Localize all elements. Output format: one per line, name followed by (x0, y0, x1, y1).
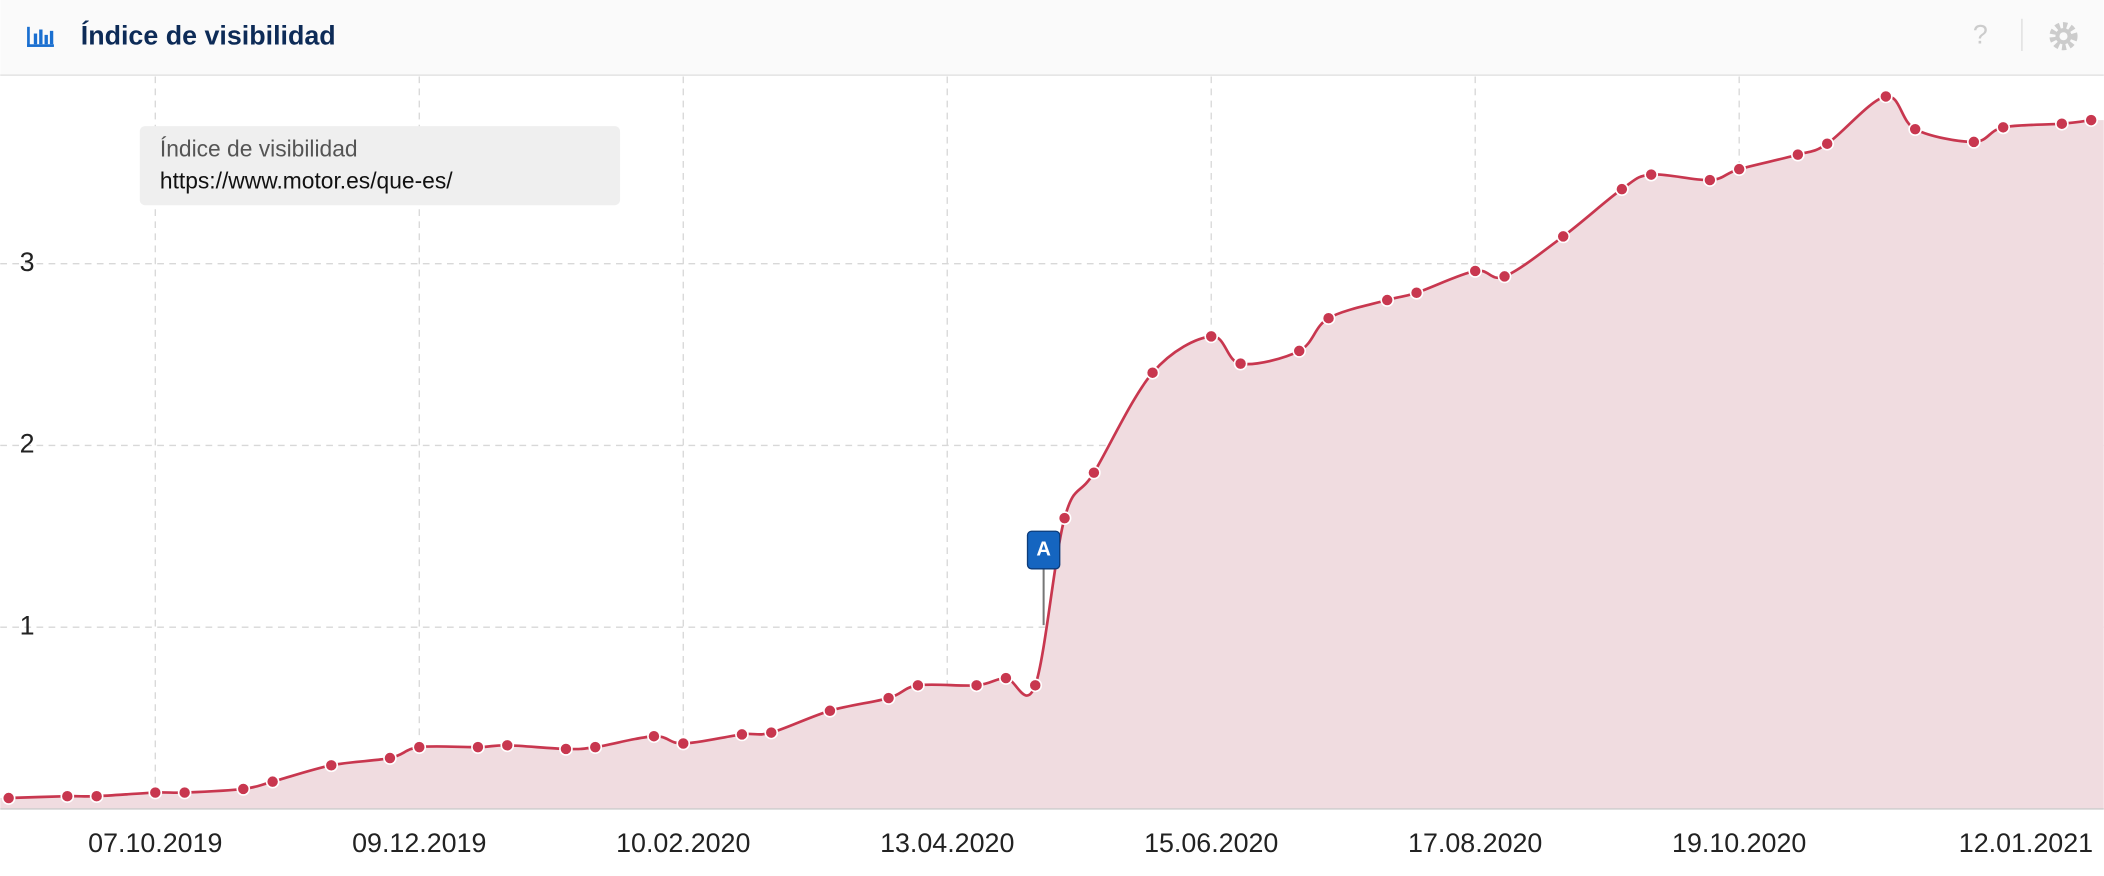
point (1732, 162, 1747, 177)
point (324, 758, 339, 773)
y-tick-label: 2 (20, 429, 35, 459)
chart-icon (27, 26, 54, 47)
point (969, 678, 984, 693)
point (1057, 511, 1072, 525)
y-tick-label: 1 (20, 610, 35, 640)
legend-entry: https://www.motor.es/que-es/ (160, 167, 453, 193)
point (1820, 136, 1835, 151)
x-tick-label: 10.02.2020 (616, 828, 750, 858)
point (2054, 116, 2069, 131)
header-title: Índice de visibilidad (81, 20, 336, 51)
point (1497, 269, 1512, 284)
x-tick-label: 13.04.2020 (880, 828, 1014, 858)
help-button[interactable]: ? (1973, 19, 1988, 49)
point (177, 785, 192, 800)
point (1321, 311, 1336, 326)
point (471, 740, 485, 754)
point (60, 789, 75, 804)
point (412, 740, 427, 754)
annotation-label: A (1036, 538, 1051, 560)
x-tick-label: 07.10.2019 (88, 828, 222, 858)
point (1703, 173, 1717, 187)
point (1966, 135, 1981, 149)
header-bar (0, 0, 2104, 76)
point (1879, 89, 1893, 104)
point (823, 703, 837, 718)
point (881, 691, 896, 705)
x-tick-label: 12.01.2021 (1959, 828, 2093, 858)
point (89, 789, 104, 804)
settings-button[interactable] (2049, 22, 2078, 51)
point (1556, 229, 1571, 244)
point (1908, 122, 1923, 137)
legend-title: Índice de visibilidad (160, 135, 358, 161)
point (265, 774, 280, 789)
point (1791, 147, 1805, 162)
point (1292, 344, 1307, 358)
point (911, 678, 925, 693)
point (383, 751, 397, 765)
point (1145, 365, 1160, 380)
x-tick-label: 19.10.2020 (1672, 828, 1806, 858)
point (764, 725, 779, 740)
point (236, 782, 251, 796)
x-tick-label: 09.12.2019 (352, 828, 486, 858)
point (676, 736, 691, 751)
point (2084, 113, 2099, 127)
point (1028, 678, 1043, 693)
x-tick-label: 15.06.2020 (1144, 828, 1278, 858)
point (1, 791, 16, 805)
point (588, 740, 603, 754)
point (735, 727, 749, 742)
point (1615, 182, 1629, 196)
x-tick-label: 17.08.2020 (1408, 828, 1542, 858)
point (1468, 264, 1483, 278)
point (148, 785, 163, 800)
point (999, 671, 1013, 685)
point (559, 742, 573, 756)
point (1087, 465, 1101, 480)
point (1204, 329, 1219, 344)
area (0, 96, 2104, 809)
y-tick-label: 3 (20, 247, 35, 277)
annotation-flag (1026, 530, 1061, 570)
point (1644, 167, 1659, 182)
point (500, 738, 515, 753)
point (1996, 120, 2011, 135)
point (1380, 293, 1395, 307)
point (647, 729, 661, 744)
legend-box (139, 126, 621, 206)
point (1233, 356, 1248, 371)
point (1409, 285, 1424, 300)
